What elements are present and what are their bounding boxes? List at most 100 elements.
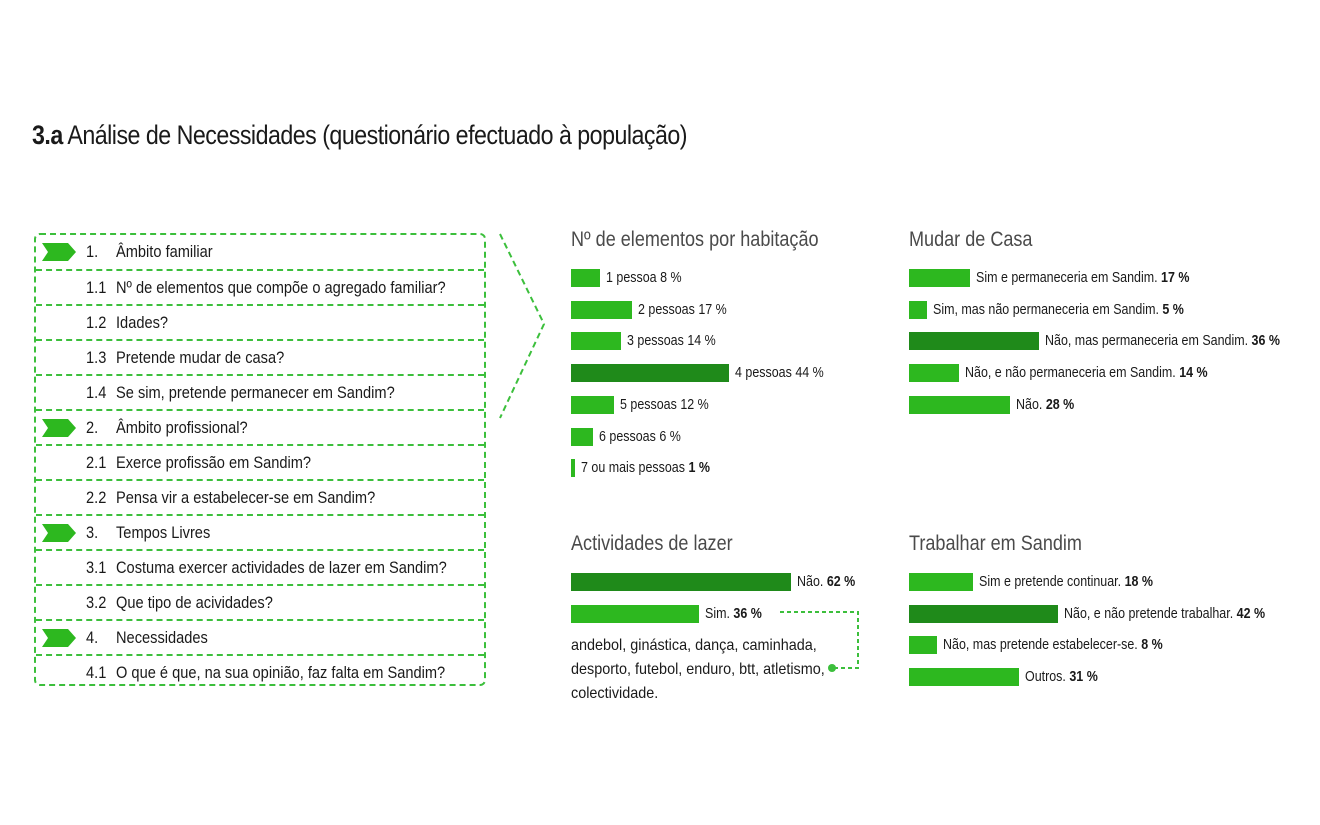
chart-bar (909, 605, 1058, 623)
bar-label: Sim e pretende continuar. 18 % (979, 573, 1153, 591)
question-number: 1.4 (86, 383, 106, 403)
questionnaire-section: 2. Âmbito profissional? (36, 409, 484, 444)
bar-category: Sim e permaneceria em Sandim. (976, 270, 1161, 286)
questionnaire-panel: 1. Âmbito familiar 1.1 Nº de elementos que … (34, 233, 486, 686)
page-title: 3.a Análise de Necessidades (questionári… (32, 120, 687, 151)
question-text: Âmbito profissional? (116, 418, 248, 438)
bar-category: 1 pessoa (606, 270, 660, 286)
chart-bar (909, 396, 1010, 414)
bar-category: 3 pessoas (627, 333, 687, 349)
bar-value: 5 % (1162, 302, 1184, 318)
question-number: 3. (86, 523, 98, 543)
bar-category: 5 pessoas (620, 397, 680, 413)
question-number: 4.1 (86, 663, 106, 683)
chevron-arrow-icon (42, 419, 76, 437)
callout-pointer (496, 232, 548, 422)
question-text: Costuma exercer actividades de lazer em … (116, 558, 447, 578)
bar-category: Não, e não pretende trabalhar. (1064, 606, 1237, 622)
question-number: 4. (86, 628, 98, 648)
bar-value: 14 % (1179, 365, 1207, 381)
leisure-connector (770, 604, 870, 676)
bar-label: Não. 28 % (1016, 396, 1074, 414)
bar-category: Sim. (705, 606, 733, 622)
question-text: Necessidades (116, 628, 208, 648)
questionnaire-section: 3. Tempos Livres (36, 514, 484, 549)
title-text: Análise de Necessidades (questionário ef… (67, 120, 687, 150)
bar-label: 7 ou mais pessoas 1 % (581, 459, 710, 477)
questionnaire-item: 1.3 Pretende mudar de casa? (36, 339, 484, 374)
bar-value: 36 % (733, 606, 761, 622)
bar-label: Não, mas pretende estabelecer-se. 8 % (943, 636, 1163, 654)
bar-label: 5 pessoas 12 % (620, 396, 709, 414)
bar-category: Sim e pretende continuar. (979, 574, 1125, 590)
bar-category: Outros. (1025, 669, 1069, 685)
question-number: 2.2 (86, 488, 106, 508)
question-text: O que é que, na sua opinião, faz falta e… (116, 663, 445, 683)
question-text: Pensa vir a estabelecer-se em Sandim? (116, 488, 375, 508)
chart-bar (909, 364, 959, 382)
question-text: Tempos Livres (116, 523, 210, 543)
chart-bar (909, 573, 973, 591)
bar-label: Não. 62 % (797, 573, 855, 591)
bar-value: 14 % (687, 333, 715, 349)
chart-bar (571, 364, 729, 382)
question-text: Que tipo de acividades? (116, 593, 273, 613)
question-number: 1.1 (86, 278, 106, 298)
chevron-arrow-icon (42, 243, 76, 261)
question-number: 3.1 (86, 558, 106, 578)
question-text: Pretende mudar de casa? (116, 348, 284, 368)
chart-bar (571, 269, 600, 287)
question-text: Se sim, pretende permanecer em Sandim? (116, 383, 395, 403)
chevron-arrow-icon (42, 524, 76, 542)
bar-category: Não. (797, 574, 827, 590)
bar-value: 17 % (698, 302, 726, 318)
question-number: 3.2 (86, 593, 106, 613)
bar-value: 8 % (660, 270, 682, 286)
chart-bar (909, 301, 927, 319)
bar-value: 42 % (1237, 606, 1265, 622)
chart-title: Actividades de lazer (571, 532, 733, 556)
questionnaire-item: 1.2 Idades? (36, 304, 484, 339)
bar-category: 7 ou mais pessoas (581, 460, 688, 476)
questionnaire-item: 2.2 Pensa vir a estabelecer-se em Sandim? (36, 479, 484, 514)
bar-value: 62 % (827, 574, 855, 590)
questionnaire-section: 4. Necessidades (36, 619, 484, 654)
questionnaire-item: 3.2 Que tipo de acividades? (36, 584, 484, 619)
bar-label: 4 pessoas 44 % (735, 364, 824, 382)
bar-value: 17 % (1161, 270, 1189, 286)
bar-value: 31 % (1069, 669, 1097, 685)
bar-value: 1 % (688, 460, 710, 476)
bar-label: 3 pessoas 14 % (627, 332, 716, 350)
question-number: 1. (86, 242, 98, 262)
chart-bar (571, 428, 593, 446)
bar-category: Não, mas pretende estabelecer-se. (943, 637, 1141, 653)
chart-bar (909, 269, 970, 287)
bar-label: Não, e não pretende trabalhar. 42 % (1064, 605, 1265, 623)
chart-bar (909, 332, 1039, 350)
question-text: Nº de elementos que compõe o agregado fa… (116, 278, 446, 298)
questionnaire-item: 3.1 Costuma exercer actividades de lazer … (36, 549, 484, 584)
questionnaire-item: 2.1 Exerce profissão em Sandim? (36, 444, 484, 479)
chart-bar (571, 332, 621, 350)
bar-label: Sim, mas não permaneceria em Sandim. 5 % (933, 301, 1184, 319)
bar-category: Não, e não permaneceria em Sandim. (965, 365, 1179, 381)
chart-bar (571, 573, 791, 591)
chart-bar (571, 605, 699, 623)
bar-label: 6 pessoas 6 % (599, 428, 681, 446)
questionnaire-item: 1.4 Se sim, pretende permanecer em Sandim… (36, 374, 484, 409)
chart-bar (909, 636, 937, 654)
chart-title: Nº de elementos por habitação (571, 228, 819, 252)
question-text: Exerce profissão em Sandim? (116, 453, 311, 473)
bar-label: 1 pessoa 8 % (606, 269, 682, 287)
title-prefix: 3.a (32, 120, 63, 150)
bar-label: Não, e não permaneceria em Sandim. 14 % (965, 364, 1208, 382)
bar-label: Não, mas permaneceria em Sandim. 36 % (1045, 332, 1280, 350)
question-text: Âmbito familiar (116, 242, 213, 262)
chart-title: Mudar de Casa (909, 228, 1032, 252)
chart-title: Trabalhar em Sandim (909, 532, 1082, 556)
chart-bar (571, 301, 632, 319)
bar-value: 8 % (1141, 637, 1163, 653)
questionnaire-item: 1.1 Nº de elementos que compõe o agregado… (36, 269, 484, 304)
bar-value: 44 % (795, 365, 823, 381)
bar-value: 28 % (1046, 397, 1074, 413)
